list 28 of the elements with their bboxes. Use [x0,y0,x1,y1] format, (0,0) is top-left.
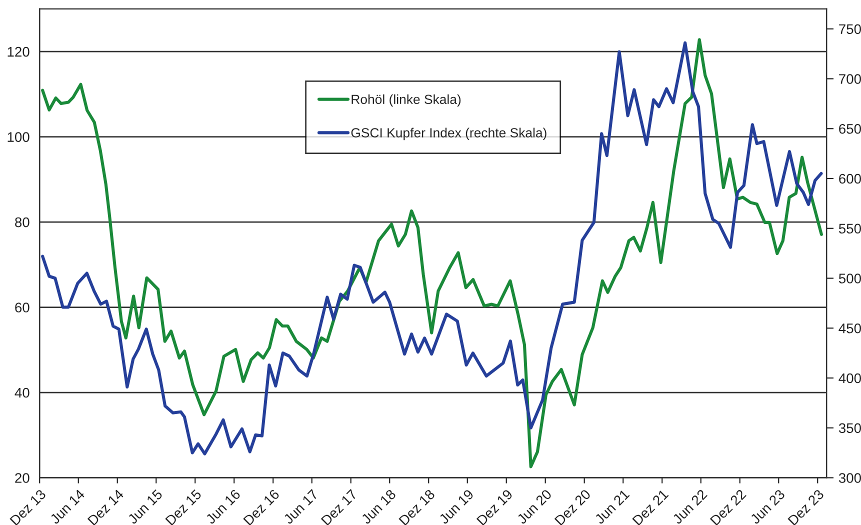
x-tick-label: Jun 16 [205,488,241,525]
x-tick-label: Jun 17 [282,489,319,525]
y2-tick-label: 650 [839,124,861,134]
y-tick-label: 40 [14,388,30,398]
x-tick-label: Jun 22 [672,488,708,525]
y2-tick-label: 600 [839,174,861,184]
y-tick-label: 60 [15,302,30,312]
x-tick-label: Jun 19 [438,488,474,525]
x-tick-label: Jun 18 [360,488,396,525]
x-tick-label: Jun 15 [127,488,163,525]
y2-tick-label: 300 [838,473,861,483]
y2-tick-label: 700 [839,74,861,84]
legend-label: Rohöl (linke Skala) [352,94,461,107]
y2-tick-label: 450 [838,323,861,334]
y2-tick-label: 500 [838,274,861,284]
y-tick-label: 20 [15,473,30,483]
x-tick-label: Jun 14 [49,488,86,525]
y2-tick-label: 400 [838,373,861,384]
x-tick-label: Jun 23 [750,488,786,525]
y2-tick-label: 750 [839,24,861,34]
legend-label: GSCI Kupfer Index (rechte Skala) [351,128,546,140]
y2-tick-label: 350 [838,423,861,434]
y-tick-label: 80 [15,217,30,228]
y-tick-label: 120 [8,46,30,57]
y-tick-label: 100 [8,132,30,142]
y2-tick-label: 550 [838,224,861,234]
x-tick-label: Jun 21 [594,488,630,525]
x-tick-label: Jun 20 [516,488,552,525]
